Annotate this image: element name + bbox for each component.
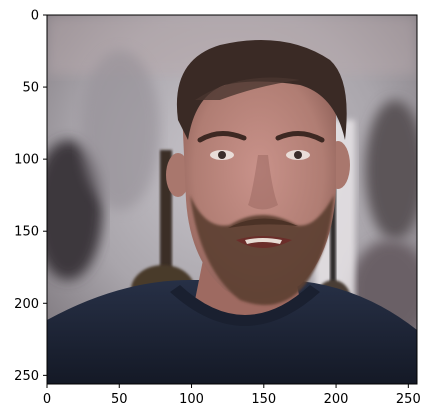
x-tick-label: 100 xyxy=(179,392,204,407)
axes-frame xyxy=(46,14,418,385)
eyebrow-right xyxy=(275,131,325,143)
y-tick-label: 150 xyxy=(14,225,39,240)
shirt xyxy=(47,280,417,384)
y-tick-label: 100 xyxy=(14,153,39,168)
y-tick-label: 200 xyxy=(14,297,39,312)
y-tick-label: 250 xyxy=(14,369,39,384)
background-dark-shape-right xyxy=(365,100,417,240)
photo-content xyxy=(47,15,417,384)
ear-left xyxy=(166,153,190,197)
hair xyxy=(176,40,347,140)
nose xyxy=(248,155,278,210)
x-tick-label: 0 xyxy=(43,392,51,407)
x-tick-label: 200 xyxy=(324,392,349,407)
eyebrow-left xyxy=(197,131,247,143)
x-axis: 0 50 100 150 200 250 xyxy=(43,384,421,407)
mustache xyxy=(228,218,298,228)
x-tick-label: 250 xyxy=(396,392,421,407)
beard xyxy=(190,195,334,305)
x-tick-label: 150 xyxy=(251,392,276,407)
y-axis: 0 50 100 150 200 250 xyxy=(14,9,47,384)
x-tick-label: 50 xyxy=(111,392,128,407)
y-tick-label: 50 xyxy=(22,81,39,96)
y-tick-label: 0 xyxy=(31,9,39,24)
